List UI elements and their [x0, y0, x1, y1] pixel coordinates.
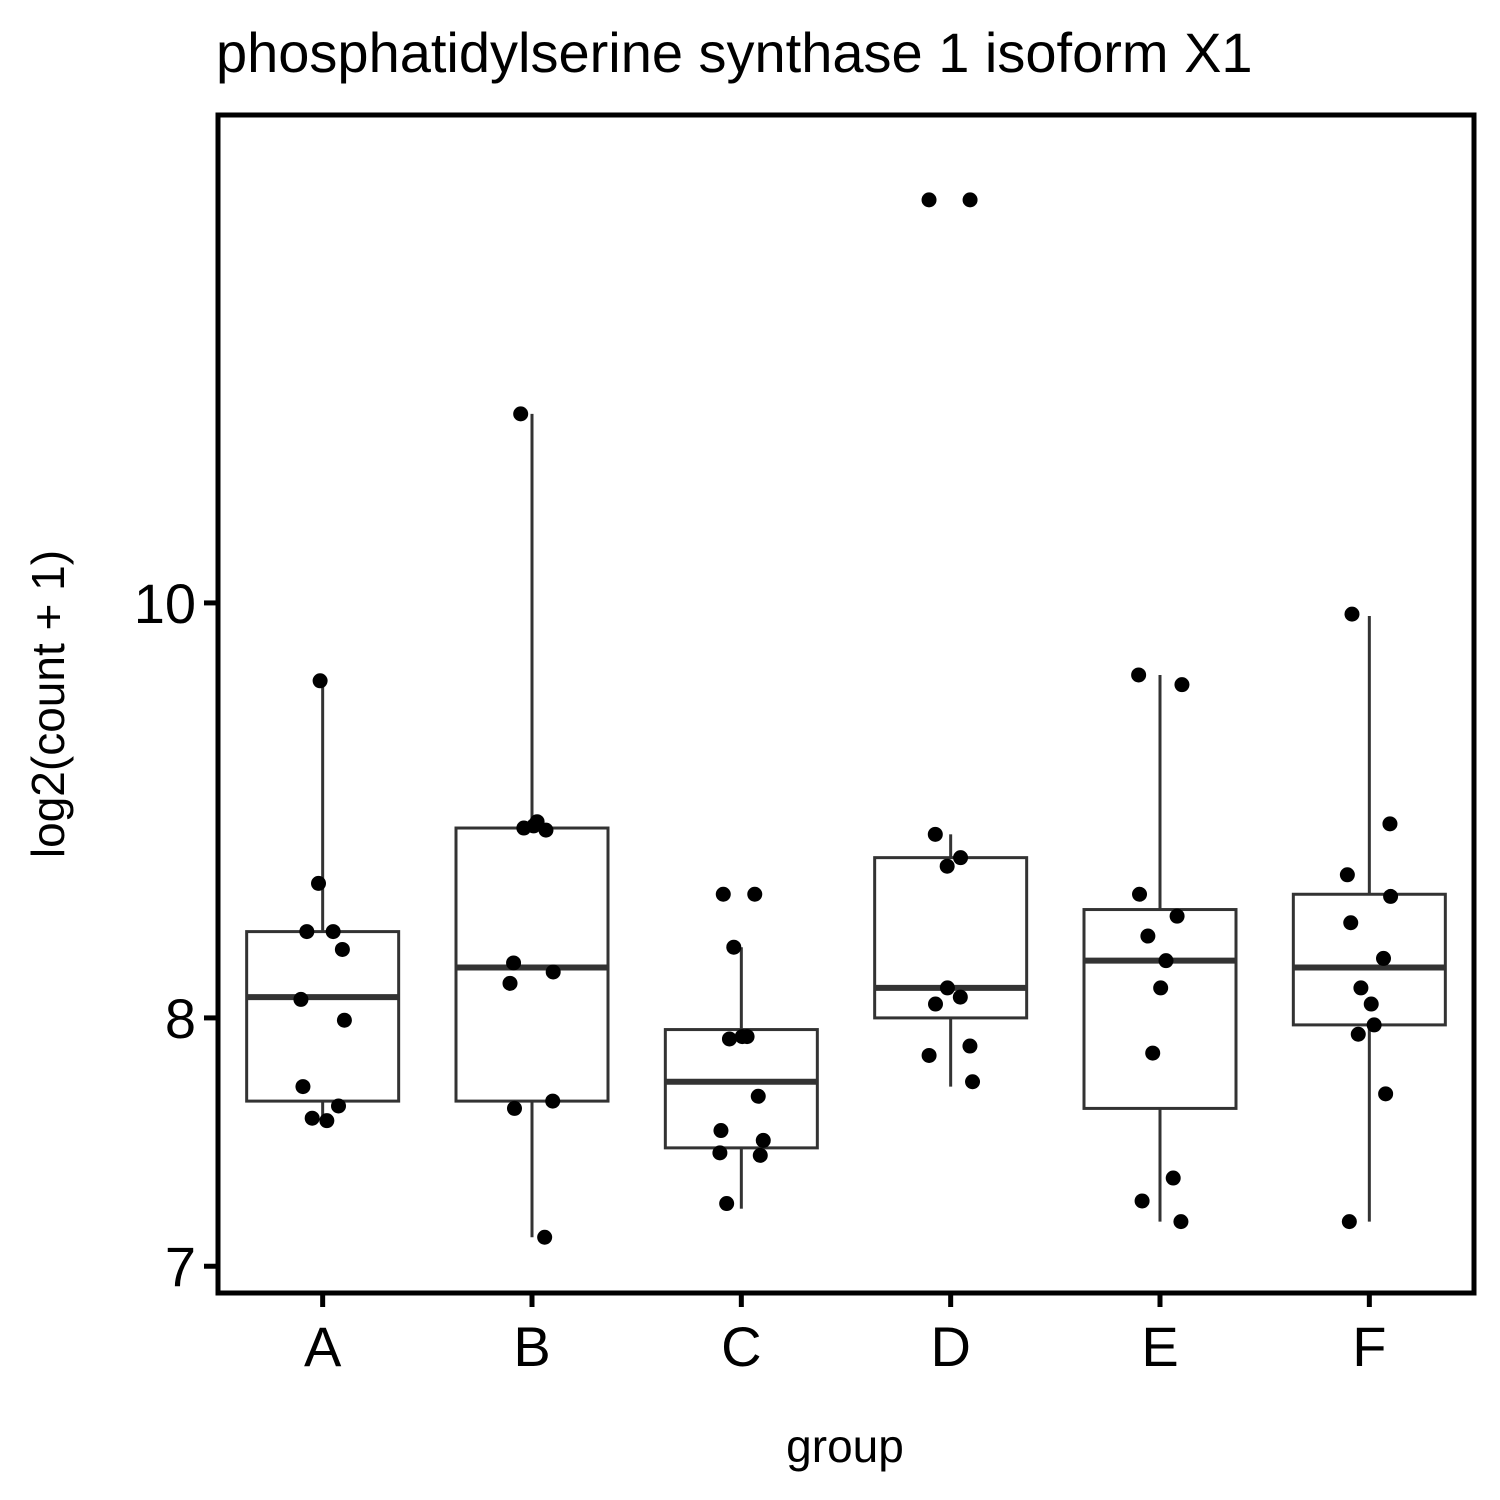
x-tick-label: E [1141, 1315, 1178, 1378]
data-point [319, 1113, 335, 1129]
data-point [927, 826, 943, 842]
data-point [921, 1047, 937, 1063]
data-point [755, 1132, 771, 1148]
points-B [502, 406, 561, 1245]
data-point [334, 941, 350, 957]
data-point [506, 1100, 522, 1116]
box-group-B [454, 413, 610, 1238]
y-tick-label: 7 [165, 1235, 196, 1298]
data-point [715, 886, 731, 902]
y-tick-label: 10 [134, 572, 196, 635]
x-tick-label: C [721, 1315, 761, 1378]
data-point [513, 406, 529, 422]
data-point [739, 1029, 755, 1045]
data-point [750, 1088, 766, 1104]
x-tick-label: F [1352, 1315, 1386, 1378]
data-point [538, 822, 554, 838]
data-point [293, 991, 309, 1007]
data-point [1350, 1026, 1366, 1042]
points-F [1339, 606, 1399, 1230]
y-axis: 7 8 10 [134, 572, 218, 1298]
data-point [295, 1079, 311, 1095]
x-axis: A B C D E F [304, 1293, 1386, 1378]
data-point [331, 1098, 347, 1114]
data-point [299, 924, 315, 940]
data-point [545, 964, 561, 980]
data-point [1343, 915, 1359, 931]
data-point [1378, 1086, 1394, 1102]
data-point [1131, 667, 1147, 683]
data-point [1145, 1045, 1161, 1061]
data-point [1174, 677, 1190, 693]
data-point [537, 1229, 553, 1245]
data-point [516, 820, 532, 836]
data-point [1344, 606, 1360, 622]
data-point [1153, 980, 1169, 996]
data-point [1173, 1214, 1189, 1230]
plot-area [245, 192, 1447, 1245]
data-point [921, 192, 937, 208]
points-E [1131, 667, 1190, 1230]
data-point [712, 1145, 728, 1161]
chart-title: phosphatidylserine synthase 1 isoform X1 [216, 21, 1253, 84]
data-point [506, 955, 522, 971]
data-point [325, 924, 341, 940]
data-point [336, 1012, 352, 1028]
data-point [545, 1093, 561, 1109]
data-point [721, 1031, 737, 1047]
data-point [1376, 950, 1392, 966]
x-tick-label: A [304, 1315, 342, 1378]
box-group-E [1082, 674, 1238, 1222]
box-group-F [1291, 615, 1447, 1222]
data-point [304, 1110, 320, 1126]
data-point [1339, 867, 1355, 883]
data-point [1341, 1214, 1357, 1230]
data-point [1134, 1193, 1150, 1209]
points-C [712, 886, 771, 1212]
data-point [939, 980, 955, 996]
data-point [1140, 928, 1156, 944]
data-point [1366, 1017, 1382, 1033]
data-point [311, 875, 327, 891]
data-point [1382, 816, 1398, 832]
box-group-A [245, 680, 401, 1121]
data-point [939, 858, 955, 874]
data-point [1383, 888, 1399, 904]
box [663, 1028, 819, 1150]
points-A [293, 673, 352, 1129]
data-point [952, 989, 968, 1005]
data-point [726, 939, 742, 955]
x-axis-title: group [786, 1420, 904, 1472]
y-tick-label: 8 [165, 987, 196, 1050]
x-tick-label: B [513, 1315, 550, 1378]
y-axis-title: log2(count + 1) [22, 550, 74, 858]
points-D [921, 192, 981, 1090]
data-point [1165, 1170, 1181, 1186]
data-point [747, 886, 763, 902]
data-point [1353, 980, 1369, 996]
data-point [962, 192, 978, 208]
box-group-C [663, 947, 819, 1209]
box [1082, 908, 1238, 1110]
data-point [312, 673, 328, 689]
plot-frame [215, 112, 1477, 1296]
data-point [1169, 908, 1185, 924]
x-tick-label: D [930, 1315, 970, 1378]
data-point [1158, 953, 1174, 969]
data-point [719, 1196, 735, 1212]
data-point [962, 1038, 978, 1054]
data-point [502, 975, 518, 991]
data-point [752, 1147, 768, 1163]
data-point [1363, 996, 1379, 1012]
data-point [1132, 886, 1148, 902]
data-point [927, 996, 943, 1012]
data-point [713, 1123, 729, 1139]
data-point [965, 1074, 981, 1090]
data-point [953, 850, 969, 866]
box [245, 930, 401, 1103]
